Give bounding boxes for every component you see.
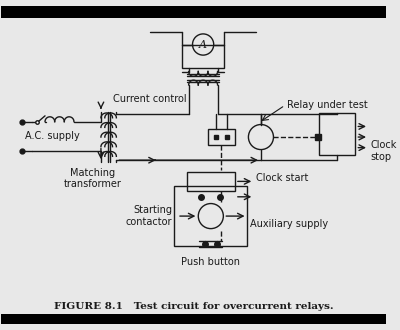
Text: Current control: Current control bbox=[113, 94, 187, 104]
Bar bbox=[208, 129, 235, 145]
Text: Relay under test: Relay under test bbox=[287, 100, 368, 110]
Text: Auxiliary supply: Auxiliary supply bbox=[250, 219, 328, 229]
Text: Starting
contactor: Starting contactor bbox=[126, 205, 172, 227]
Text: Matching
transformer: Matching transformer bbox=[63, 168, 121, 189]
Bar bbox=[319, 113, 356, 155]
Text: A: A bbox=[199, 40, 207, 50]
Text: A.C. supply: A.C. supply bbox=[25, 131, 80, 141]
Bar bbox=[182, 45, 224, 68]
Bar bbox=[1, 6, 386, 17]
Text: Clock
stop: Clock stop bbox=[371, 140, 397, 162]
Text: FIGURE 8.1   Test circuit for overcurrent relays.: FIGURE 8.1 Test circuit for overcurrent … bbox=[54, 302, 333, 311]
Text: Push button: Push button bbox=[181, 256, 240, 267]
Text: Clock start: Clock start bbox=[256, 174, 308, 183]
Bar bbox=[174, 186, 248, 246]
Bar bbox=[187, 172, 235, 191]
Bar bbox=[1, 314, 386, 324]
